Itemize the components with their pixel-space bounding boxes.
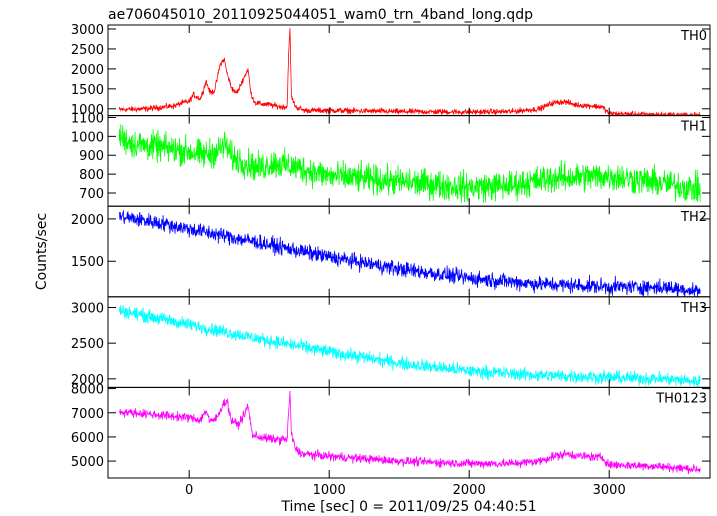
x-axis-label: Time [sec] 0 = 2011/09/25 04:40:51 — [280, 499, 536, 515]
panel-frame — [107, 205, 711, 298]
panel-frame — [107, 386, 711, 479]
series-line-th1 — [118, 124, 701, 203]
panel-label-th1: TH1 — [680, 120, 707, 135]
y-tick-label: 700 — [79, 187, 104, 202]
y-tick-label: 1500 — [71, 255, 104, 270]
x-tick-label: 2000 — [453, 483, 486, 498]
y-tick-label: 800 — [79, 168, 104, 183]
panel-th0: 1000 1500 2000 2500 3000 TH0 — [71, 23, 711, 118]
y-tick-label: 1000 — [71, 103, 104, 118]
y-tick-label: 8000 — [71, 383, 104, 398]
panel-th1: 700 800 900 1000 1100 TH1 — [71, 111, 711, 207]
series-line-th2 — [119, 210, 701, 297]
panel-label-th3: TH3 — [680, 301, 707, 316]
y-axis-label: Counts/sec — [34, 213, 50, 290]
x-tick-label: 0 — [185, 483, 193, 498]
y-tick-label: 2500 — [71, 337, 104, 352]
y-tick-label: 2500 — [71, 43, 104, 58]
panel-th2: 1500 2000 TH2 — [71, 205, 711, 298]
x-tick-label: 3000 — [593, 483, 626, 498]
chart-title: ae706045010_20110925044051_wam0_trn_4ban… — [108, 7, 533, 23]
y-tick-label: 1000 — [71, 130, 104, 145]
series-line-th3 — [118, 304, 701, 387]
y-tick-label: 5000 — [71, 455, 104, 470]
panel-th0123: 5000 6000 7000 8000 TH0123 — [71, 383, 711, 479]
y-tick-label: 2000 — [71, 213, 104, 228]
y-tick-label: 1500 — [71, 83, 104, 98]
y-tick-label: 1100 — [71, 111, 104, 126]
series-line-th0123 — [118, 391, 701, 474]
y-tick-label: 2000 — [71, 373, 104, 388]
x-tick-label: 1000 — [313, 483, 346, 498]
panel-label-th2: TH2 — [680, 210, 707, 225]
y-tick-label: 7000 — [71, 407, 104, 422]
y-tick-label: 3000 — [71, 23, 104, 38]
panel-label-th0123: TH0123 — [655, 391, 707, 406]
panel-frame — [107, 24, 711, 117]
series-line-th0 — [118, 27, 701, 116]
y-tick-label: 2000 — [71, 63, 104, 78]
panel-label-th0: TH0 — [680, 29, 707, 44]
y-tick-label: 3000 — [71, 302, 104, 317]
y-tick-label: 900 — [79, 149, 104, 164]
y-tick-label: 6000 — [71, 431, 104, 446]
panel-th3: 2000 2500 3000 TH3 — [71, 296, 711, 388]
